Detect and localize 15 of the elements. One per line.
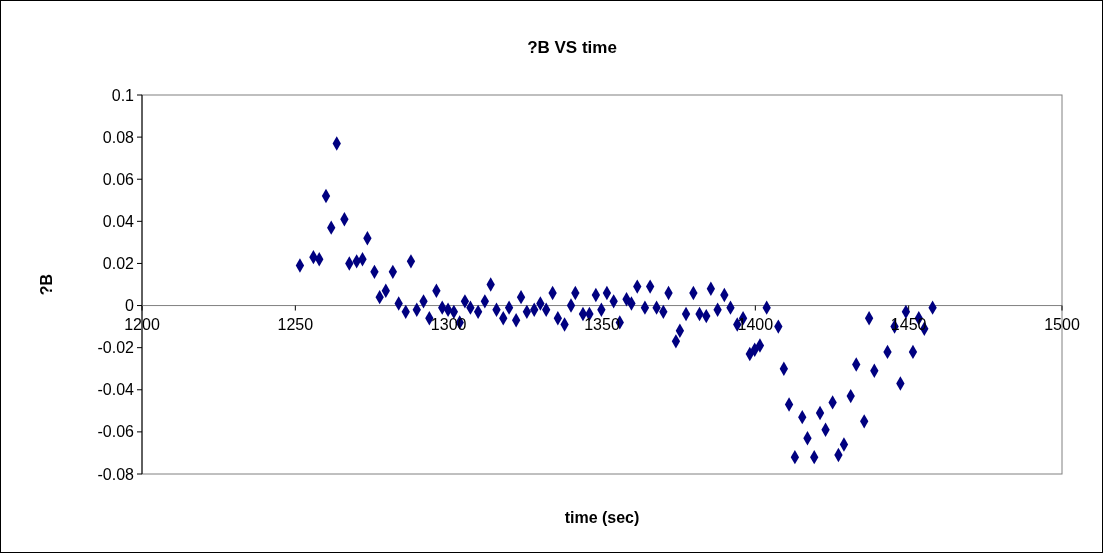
x-axis-title: time (sec): [564, 509, 640, 526]
y-tick-label: -0.04: [97, 381, 135, 399]
y-tick-label: 0.02: [102, 255, 135, 273]
y-tick-label: 0.08: [102, 128, 135, 146]
y-tick-label: -0.02: [97, 339, 135, 357]
chart-title: ?B VS time: [527, 38, 617, 57]
y-axis-title: ?B: [38, 273, 55, 296]
y-tick-label: 0.06: [102, 170, 135, 188]
y-tick-label: -0.08: [97, 465, 135, 483]
y-tick-label: 0.04: [102, 212, 135, 230]
y-tick-label: -0.06: [97, 423, 135, 441]
y-tick-label: 0.1: [111, 86, 135, 104]
y-tick-label: 0: [125, 297, 135, 315]
x-tick-label: 1500: [1044, 315, 1080, 333]
x-tick-label: 1250: [277, 315, 314, 333]
